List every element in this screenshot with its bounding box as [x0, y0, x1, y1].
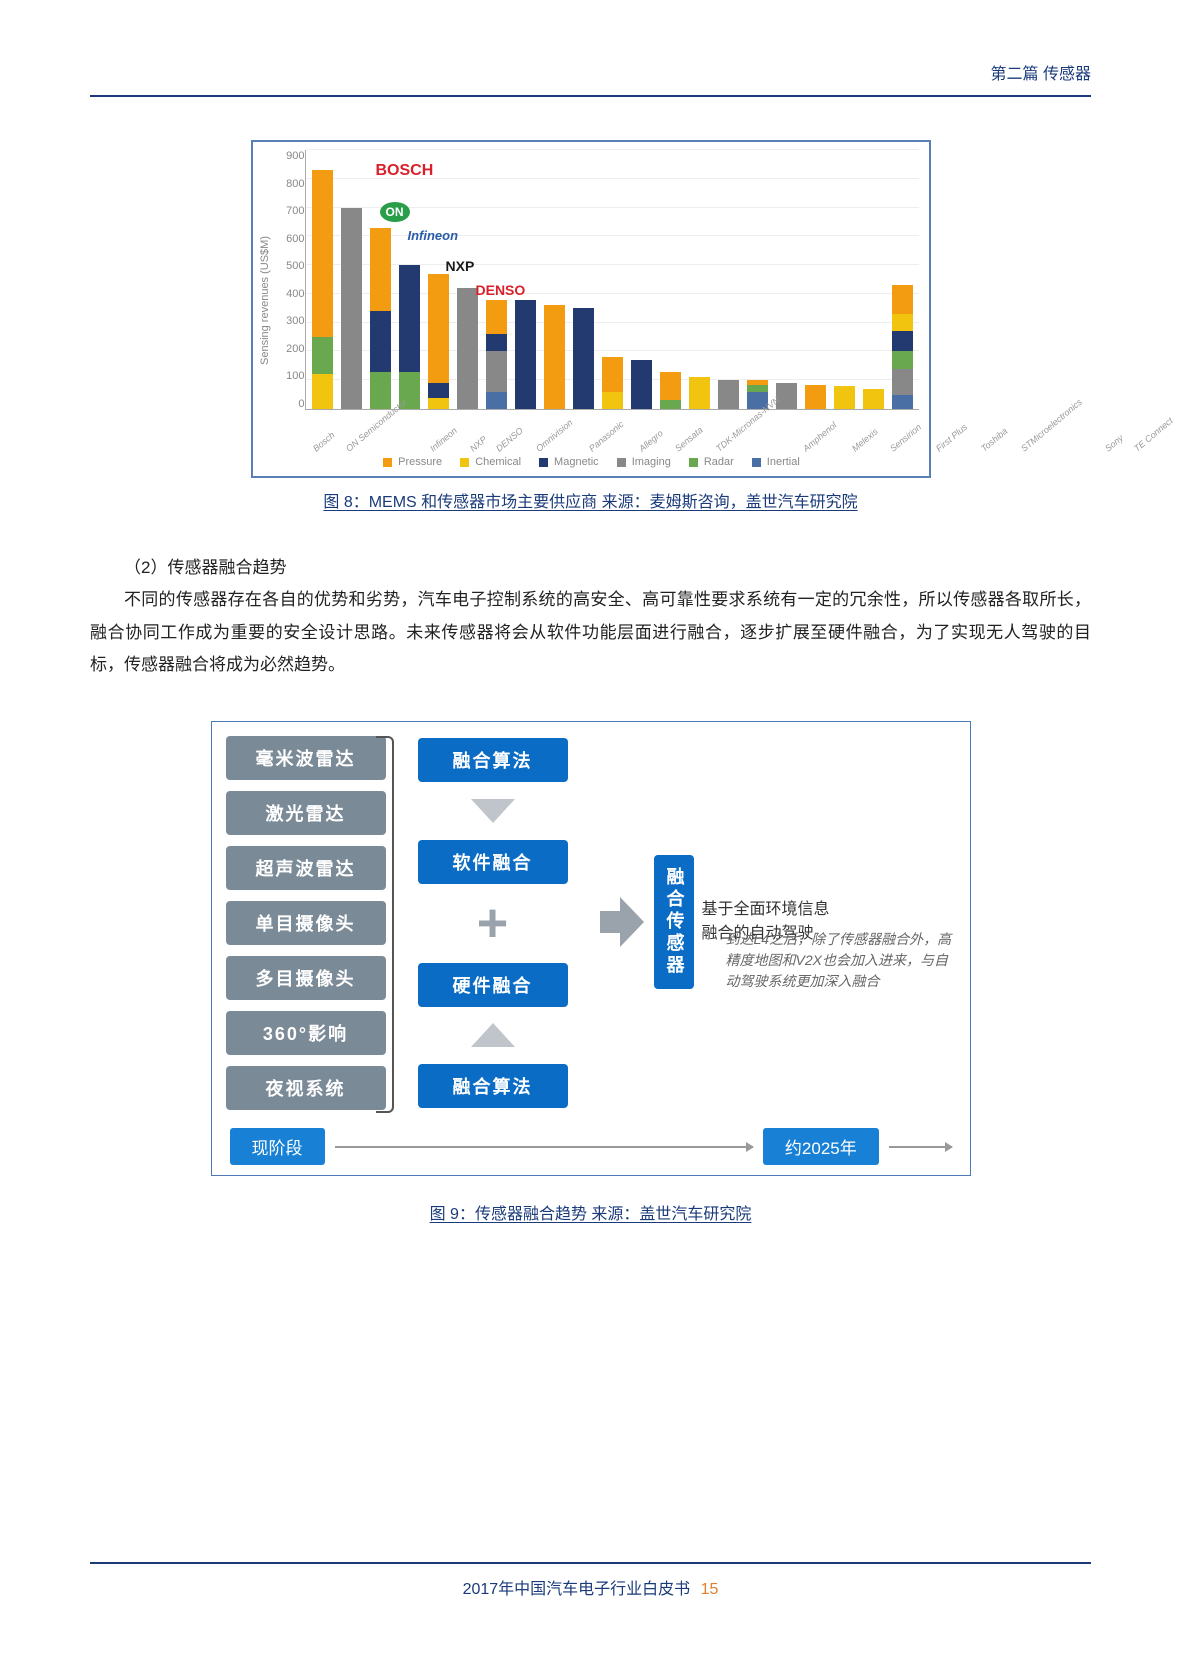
sensor-item: 360°影响	[226, 1011, 386, 1055]
down-arrow-icon	[471, 799, 515, 823]
sensor-item: 超声波雷达	[226, 846, 386, 890]
fusion-algo-bottom: 融合算法	[418, 1064, 568, 1108]
chart-legend: PressureChemicalMagneticImagingRadarIner…	[259, 450, 919, 468]
bar-column	[312, 150, 333, 409]
figure-9-caption: 图 9：传感器融合趋势 来源：盖世汽车研究院	[90, 1200, 1091, 1224]
sensor-item: 夜视系统	[226, 1066, 386, 1110]
bar-column	[544, 150, 565, 409]
bar-column	[776, 150, 797, 409]
bar-column	[747, 150, 768, 409]
bar-column	[602, 150, 623, 409]
bar-column	[892, 150, 913, 409]
section-2-paragraph: 不同的传感器存在各自的优势和劣势，汽车电子控制系统的高安全、高可靠性要求系统有一…	[90, 584, 1091, 681]
sensor-item: 多目摄像头	[226, 956, 386, 1000]
bottom-divider	[90, 1562, 1091, 1564]
bar-column	[341, 150, 362, 409]
x-axis-labels: BoschON SemiconductorInfineonNXPDENSOOmn…	[305, 438, 909, 448]
bar-column	[486, 150, 507, 409]
plus-icon: +	[477, 902, 509, 945]
bracket-icon	[376, 736, 394, 1113]
y-axis-label: Sensing revenues (US$M)	[259, 150, 275, 450]
bar-column	[573, 150, 594, 409]
bar-column	[515, 150, 536, 409]
sensor-item: 激光雷达	[226, 791, 386, 835]
bar-column	[428, 150, 449, 409]
diagram-9: 毫米波雷达激光雷达超声波雷达单目摄像头多目摄像头 360°影响夜视系统 融合算法 …	[211, 721, 971, 1176]
bar-column	[399, 150, 420, 409]
fusion-flow: 融合算法 软件融合 + 硬件融合 融合算法	[408, 736, 578, 1110]
fusion-algo-top: 融合算法	[418, 738, 568, 782]
chart-8: Sensing revenues (US$M) 9008007006005004…	[251, 140, 931, 478]
page-footer: 2017年中国汽车电子行业白皮书 15	[0, 1575, 1181, 1599]
fusion-sensor-box: 融合传感器	[654, 855, 694, 989]
y-axis-ticks: 9008007006005004003002001000	[275, 150, 305, 450]
footer-title: 2017年中国汽车电子行业白皮书	[463, 1581, 691, 1598]
section-2-heading: （2）传感器融合趋势	[90, 552, 1091, 584]
software-fusion: 软件融合	[418, 840, 568, 884]
timeline-arrow-1	[335, 1146, 753, 1148]
bar-column	[834, 150, 855, 409]
diagram-note: 到达L4之后，除了传感器融合外，高精度地图和V2X也会加入进来，与自动驾驶系统更…	[726, 929, 956, 992]
sensor-item: 单目摄像头	[226, 901, 386, 945]
timeline-arrow-2	[889, 1146, 952, 1148]
bar-column	[805, 150, 826, 409]
bar-column	[863, 150, 884, 409]
bar-column	[370, 150, 391, 409]
bar-column	[718, 150, 739, 409]
figure-8-caption: 图 8：MEMS 和传感器市场主要供应商 来源：麦姆斯咨询，盖世汽车研究院	[90, 488, 1091, 512]
bar-column	[457, 150, 478, 409]
bar-column	[631, 150, 652, 409]
timeline: 现阶段 约2025年	[226, 1128, 956, 1165]
bar-column	[689, 150, 710, 409]
timeline-future: 约2025年	[763, 1128, 879, 1165]
chart-plot-area: BOSCHONInfineonNXPDENSO	[305, 150, 919, 410]
sensor-item: 毫米波雷达	[226, 736, 386, 780]
section-header: 第二篇 传感器	[991, 60, 1091, 84]
bar-column	[660, 150, 681, 409]
sensor-list: 毫米波雷达激光雷达超声波雷达单目摄像头多目摄像头 360°影响夜视系统	[226, 736, 386, 1110]
timeline-now: 现阶段	[230, 1128, 325, 1165]
top-divider	[90, 95, 1091, 97]
page-number: 15	[701, 1581, 719, 1598]
right-arrow-icon	[600, 897, 640, 947]
up-arrow-icon	[471, 1023, 515, 1047]
hardware-fusion: 硬件融合	[418, 963, 568, 1007]
